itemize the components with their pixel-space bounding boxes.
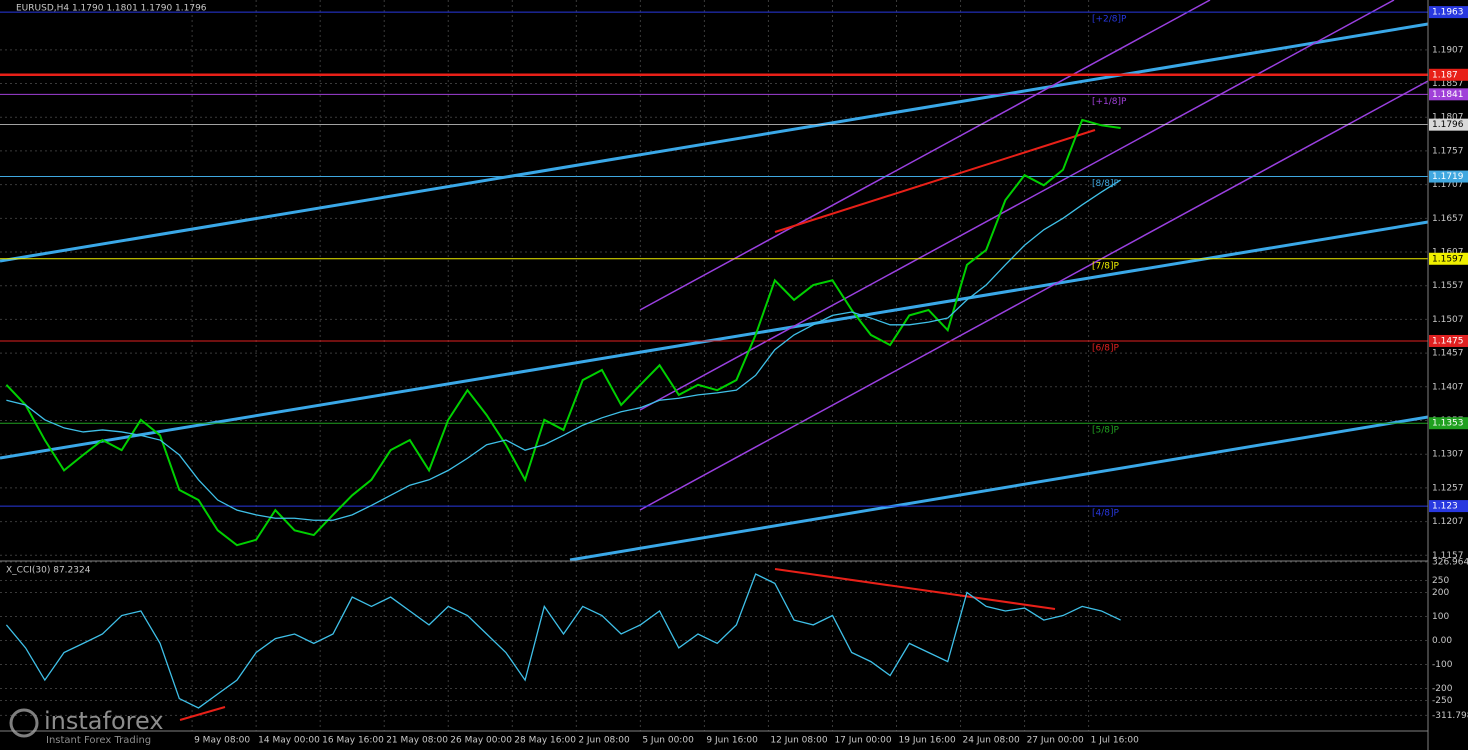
price-box-label: 1.1796: [1432, 120, 1464, 130]
price-box: [1429, 252, 1468, 265]
y-tick-label: 1.1657: [1432, 214, 1464, 224]
murray-label: [5/8]P: [1092, 426, 1120, 436]
trend-line: [0, 220, 1429, 460]
x-tick-label: 14 May 00:00: [258, 736, 320, 746]
price-box: [1429, 6, 1468, 19]
indicator-title: X_CCI(30) 87.2324: [6, 566, 91, 576]
price-box-label: 1.123: [1432, 502, 1458, 512]
y-tick-label: 1.1857: [1432, 79, 1464, 89]
logo-subtitle: Instant Forex Trading: [46, 735, 151, 746]
x-tick-label: 27 Jun 00:00: [1027, 736, 1084, 746]
logo-text: instaforex: [44, 707, 164, 735]
murray-label: [+2/8]P: [1092, 15, 1127, 25]
price-box-label: 1.187: [1432, 70, 1458, 80]
trend-line: [0, 22, 1429, 263]
x-tick-label: 5 Jun 00:00: [642, 736, 694, 746]
x-tick-label: 17 Jun 00:00: [834, 736, 891, 746]
y-tick-label: 0.00: [1432, 636, 1452, 646]
price-box: [1429, 88, 1468, 101]
y-tick-label: 200: [1432, 588, 1449, 598]
grid: [0, 0, 1428, 731]
price-box-label: 1.1963: [1432, 8, 1464, 18]
x-tick-label: 9 Jun 16:00: [706, 736, 758, 746]
x-tick-label: 16 May 16:00: [322, 736, 384, 746]
y-tick-label: -100: [1432, 660, 1453, 670]
price-box: [1429, 118, 1468, 131]
y-tick-label: 1.1507: [1432, 315, 1464, 325]
y-tick-label: 1.1407: [1432, 382, 1464, 392]
murray-label: [8/8]P: [1092, 179, 1120, 189]
y-tick-label: -200: [1432, 684, 1453, 694]
y-tick-label: -311.798: [1432, 711, 1468, 721]
y-tick-label: 250: [1432, 576, 1449, 586]
y-tick-label: 1.1757: [1432, 146, 1464, 156]
y-tick-label: 1.1307: [1432, 450, 1464, 460]
price-box-label: 1.1719: [1432, 172, 1464, 182]
series-line: [6, 179, 1121, 521]
x-tick-label: 19 Jun 16:00: [899, 736, 956, 746]
x-tick-label: 2 Jun 08:00: [578, 736, 630, 746]
x-tick-label: 9 May 08:00: [194, 736, 250, 746]
y-tick-label: 1.1607: [1432, 248, 1464, 258]
price-box: [1429, 417, 1468, 430]
channel-line: [639, 0, 1395, 411]
murray-label: [7/8]P: [1092, 261, 1120, 271]
trend-line: [774, 568, 1056, 610]
logo: [9, 708, 39, 738]
price-box-label: 1.1475: [1432, 336, 1464, 346]
murray-label: [4/8]P: [1092, 509, 1120, 519]
chart-title: EURUSD,H4 1.1790 1.1801 1.1790 1.1796: [16, 4, 207, 14]
murray-label: [+1/8]P: [1092, 97, 1127, 107]
y-tick-label: 1.1557: [1432, 281, 1464, 291]
watermark: instaforex Instant Forex Trading: [9, 707, 164, 746]
y-tick-label: 1.1707: [1432, 180, 1464, 190]
price-box: [1429, 334, 1468, 347]
price-box: [1429, 500, 1468, 513]
x-tick-label: 12 Jun 08:00: [770, 736, 827, 746]
price-box-label: 1.1597: [1432, 254, 1464, 264]
price-box-label: 1.1841: [1432, 90, 1464, 100]
murray-label: [6/8]P: [1092, 343, 1120, 353]
trend-line: [179, 706, 226, 721]
y-tick-label: -250: [1432, 696, 1453, 706]
y-tick-label: 100: [1432, 612, 1449, 622]
channel-line: [639, 80, 1429, 511]
trend-line: [774, 129, 1096, 233]
y-tick-label: 1.1457: [1432, 349, 1464, 359]
x-tick-label: 24 Jun 08:00: [963, 736, 1020, 746]
x-tick-label: 26 May 00:00: [450, 736, 512, 746]
x-tick-label: 1 Jul 16:00: [1091, 736, 1140, 746]
x-tick-label: 21 May 08:00: [386, 736, 448, 746]
price-box: [1429, 68, 1468, 81]
y-tick-label: 1.1907: [1432, 45, 1464, 55]
x-tick-label: 28 May 16:00: [514, 736, 576, 746]
y-tick-label: 1.1207: [1432, 517, 1464, 527]
y-tick-label: 1.1257: [1432, 483, 1464, 493]
plot: [0, 11, 1428, 709]
y-tick-label: 1.1157: [1432, 551, 1464, 561]
y-tick-label: 326.9647: [1432, 558, 1468, 568]
y-tick-label: 1.1807: [1432, 113, 1464, 123]
series-line: [5, 573, 1121, 709]
price-box-label: 1.1353: [1432, 419, 1464, 429]
series-line: [5, 118, 1121, 547]
trend-line: [569, 415, 1429, 562]
price-box: [1429, 170, 1468, 183]
